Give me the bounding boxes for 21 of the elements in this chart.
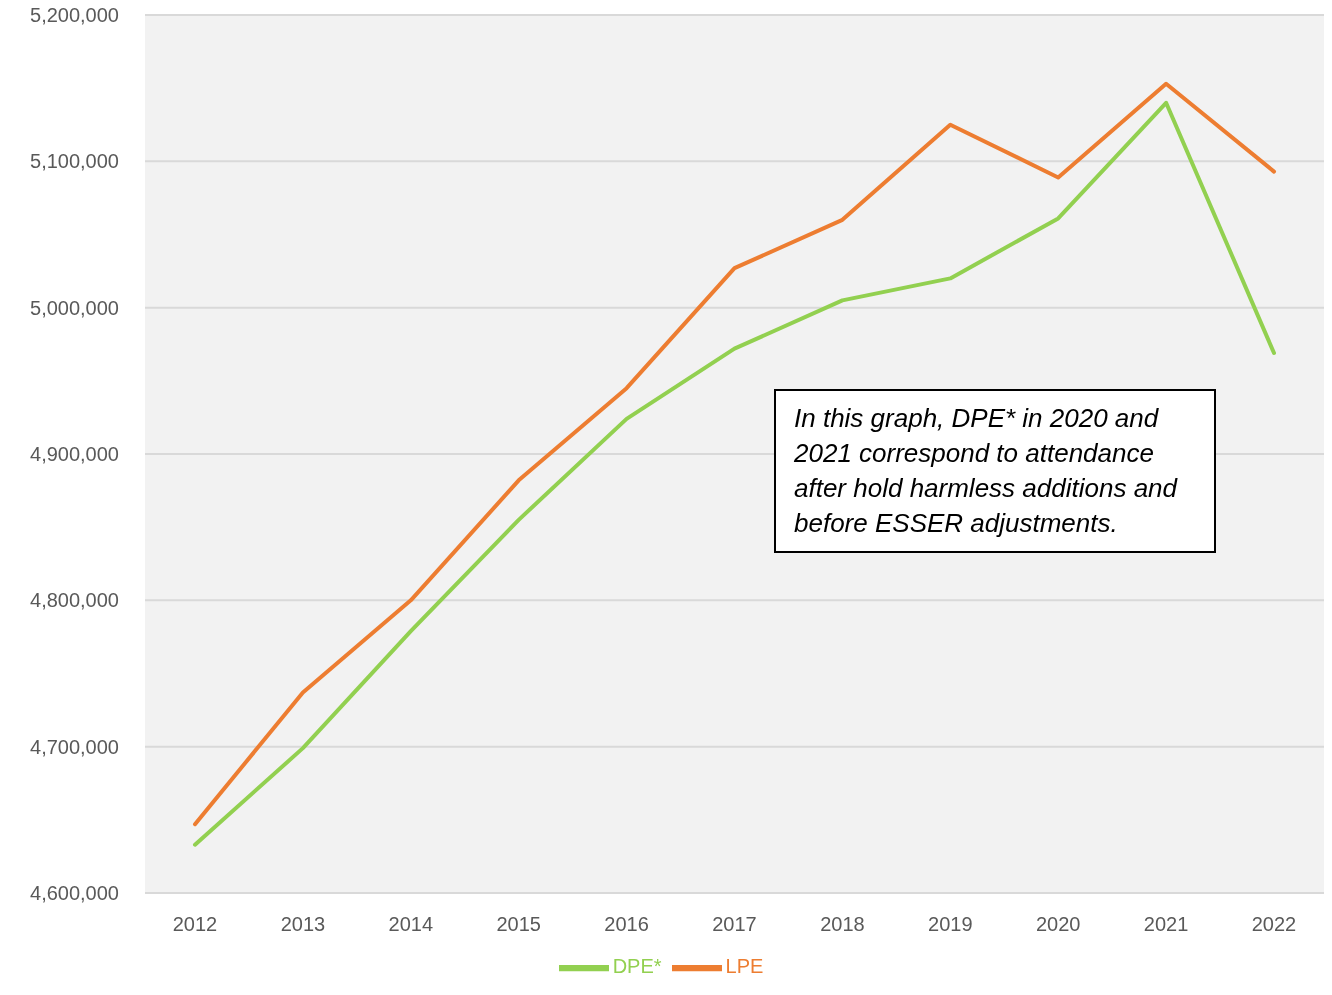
x-tick-label: 2015: [496, 913, 541, 936]
legend-label: LPE: [725, 955, 764, 978]
x-tick-label: 2022: [1251, 913, 1297, 936]
x-tick-label: 2020: [1035, 913, 1081, 936]
note-box: In this graph, DPE* in 2020 and 2021 correspond to attendance after hold harmless additions and before ESSER adjustments.: [774, 389, 1216, 553]
y-tick-label: 4,900,000: [30, 443, 119, 466]
x-tick-label: 2013: [280, 913, 326, 936]
y-tick-label: 4,800,000: [30, 589, 119, 612]
x-tick-label: 2019: [928, 913, 973, 936]
x-tick-label: 2016: [604, 913, 649, 936]
x-tick-label: 2014: [388, 913, 434, 936]
y-tick-label: 5,100,000: [30, 150, 119, 173]
y-tick-label: 5,200,000: [30, 4, 119, 27]
y-tick-label: 5,000,000: [30, 296, 119, 319]
x-tick-label: 2018: [820, 913, 865, 936]
x-tick-label: 2012: [172, 913, 218, 936]
y-tick-label: 4,600,000: [30, 882, 119, 905]
legend-label: DPE*: [612, 955, 662, 978]
x-tick-label: 2021: [1143, 913, 1189, 936]
y-tick-label: 4,700,000: [30, 735, 119, 758]
x-tick-label: 2017: [712, 913, 757, 936]
